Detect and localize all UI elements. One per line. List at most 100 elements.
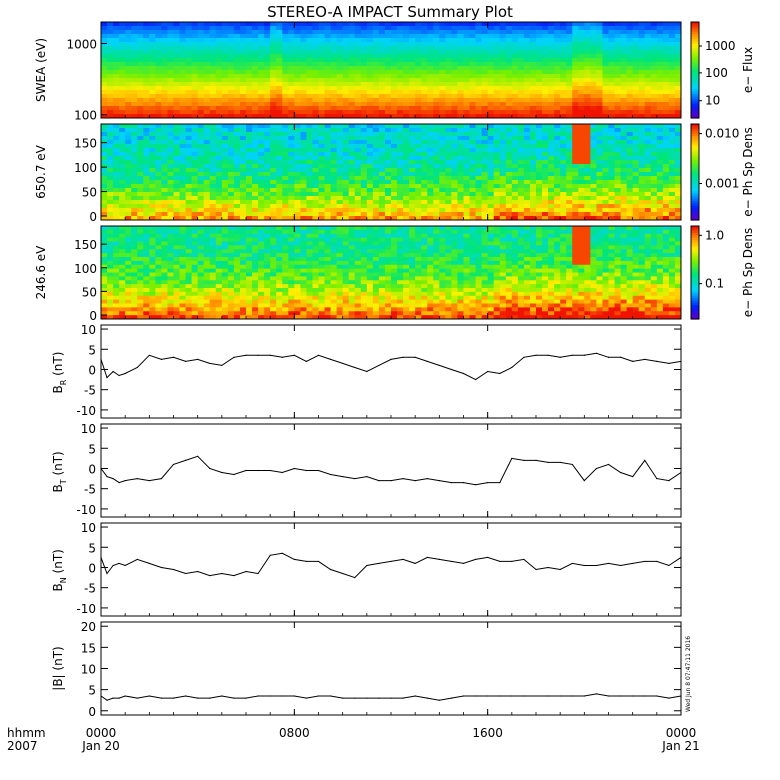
heatmap-cell <box>608 82 616 87</box>
heatmap-cell <box>131 82 138 87</box>
heatmap-cell <box>354 152 362 157</box>
heatmap-cell <box>463 82 471 87</box>
heatmap-cell <box>596 208 603 213</box>
heatmap-cell <box>131 307 138 312</box>
heatmap-cell <box>131 212 138 217</box>
colorbar-band <box>691 210 699 214</box>
heatmap-cell <box>554 180 561 185</box>
heatmap-cell <box>463 164 471 169</box>
heatmap-cell <box>536 70 543 75</box>
heatmap-cell <box>372 192 380 197</box>
heatmap-cell <box>421 156 428 161</box>
heatmap-cell <box>578 164 585 169</box>
heatmap-cell <box>318 42 326 47</box>
heatmap-cell <box>233 184 241 189</box>
heatmap-cell <box>674 192 682 197</box>
heatmap-cell <box>360 200 368 205</box>
heatmap-cell <box>620 26 628 31</box>
heatmap-cell <box>264 30 271 35</box>
heatmap-cell <box>572 136 579 141</box>
heatmap-cell <box>246 98 253 103</box>
heatmap-cell <box>626 184 634 189</box>
heatmap-cell <box>366 94 374 99</box>
heatmap-cell <box>215 62 223 67</box>
heatmap-cell <box>233 200 241 205</box>
heatmap-cell <box>372 62 380 67</box>
heatmap-cell <box>433 140 440 145</box>
heatmap-cell <box>433 124 440 129</box>
heatmap-cell <box>264 148 271 153</box>
heatmap-cell <box>451 34 458 39</box>
heatmap-cell <box>620 94 628 99</box>
heatmap-cell <box>155 66 162 71</box>
heatmap-cell <box>457 102 464 107</box>
heatmap-cell <box>505 180 513 185</box>
heatmap-cell <box>197 176 205 181</box>
heatmap-cell <box>239 46 247 51</box>
heatmap-cell <box>529 86 537 91</box>
heatmap-cell <box>167 110 174 115</box>
heatmap-cell <box>674 152 682 157</box>
heatmap-cell <box>209 26 217 31</box>
heatmap-cell <box>572 172 579 177</box>
heatmap-cell <box>300 160 307 165</box>
heatmap-cell <box>620 196 628 201</box>
heatmap-cell <box>517 212 525 217</box>
heatmap-cell <box>324 102 332 107</box>
heatmap-cell <box>288 168 295 173</box>
heatmap-cell <box>209 196 217 201</box>
heatmap-cell <box>493 148 501 153</box>
heatmap-cell <box>258 22 265 27</box>
heatmap-cell <box>258 192 265 197</box>
heatmap-cell <box>354 216 362 221</box>
heatmap-cell <box>572 42 579 47</box>
heatmap-cell <box>499 26 507 31</box>
heatmap-cell <box>227 70 235 75</box>
heatmap-cell <box>113 132 120 137</box>
heatmap-cell <box>149 168 156 173</box>
heatmap-cell <box>101 295 108 301</box>
heatmap-cell <box>276 176 283 181</box>
heatmap-cell <box>378 164 386 169</box>
heatmap-cell <box>288 136 295 141</box>
heatmap-cell <box>276 74 283 79</box>
heatmap-cell <box>330 136 338 141</box>
heatmap-cell <box>264 212 271 217</box>
heatmap-cell <box>264 196 271 201</box>
heatmap-cell <box>511 58 519 63</box>
heatmap-cell <box>602 114 609 119</box>
heatmap-cell <box>143 34 150 39</box>
heatmap-cell <box>209 114 217 119</box>
heatmap-cell <box>427 74 434 79</box>
heatmap-cell <box>366 70 374 75</box>
heatmap-cell <box>252 172 259 177</box>
heatmap-cell <box>227 176 235 181</box>
heatmap-cell <box>155 38 162 43</box>
heatmap-cell <box>330 102 338 107</box>
heatmap-cell <box>372 38 380 43</box>
heatmap-cell <box>312 102 319 107</box>
heatmap-cell <box>421 140 428 145</box>
heatmap-cell <box>221 140 229 145</box>
heatmap-cell <box>203 58 211 63</box>
heatmap-cell <box>185 70 193 75</box>
heatmap-cell <box>409 152 416 157</box>
heatmap-cell <box>119 136 126 141</box>
heatmap-cell <box>421 74 428 79</box>
heatmap-cell <box>143 160 150 165</box>
heatmap-cell <box>161 208 168 213</box>
heatmap-cell <box>336 114 344 119</box>
heatmap-cell <box>143 168 150 173</box>
heatmap-cell <box>650 128 658 133</box>
heatmap-cell <box>354 42 362 47</box>
heatmap-cell <box>511 34 519 39</box>
heatmap-cell <box>221 180 229 185</box>
heatmap-cell <box>662 164 670 169</box>
heatmap-cell <box>529 62 537 67</box>
colorbar-band <box>691 86 699 90</box>
heatmap-cell <box>360 144 368 149</box>
heatmap-cell <box>215 38 223 43</box>
heatmap-cell <box>246 192 253 197</box>
heatmap-cell <box>113 307 120 312</box>
heatmap-cell <box>324 176 332 181</box>
